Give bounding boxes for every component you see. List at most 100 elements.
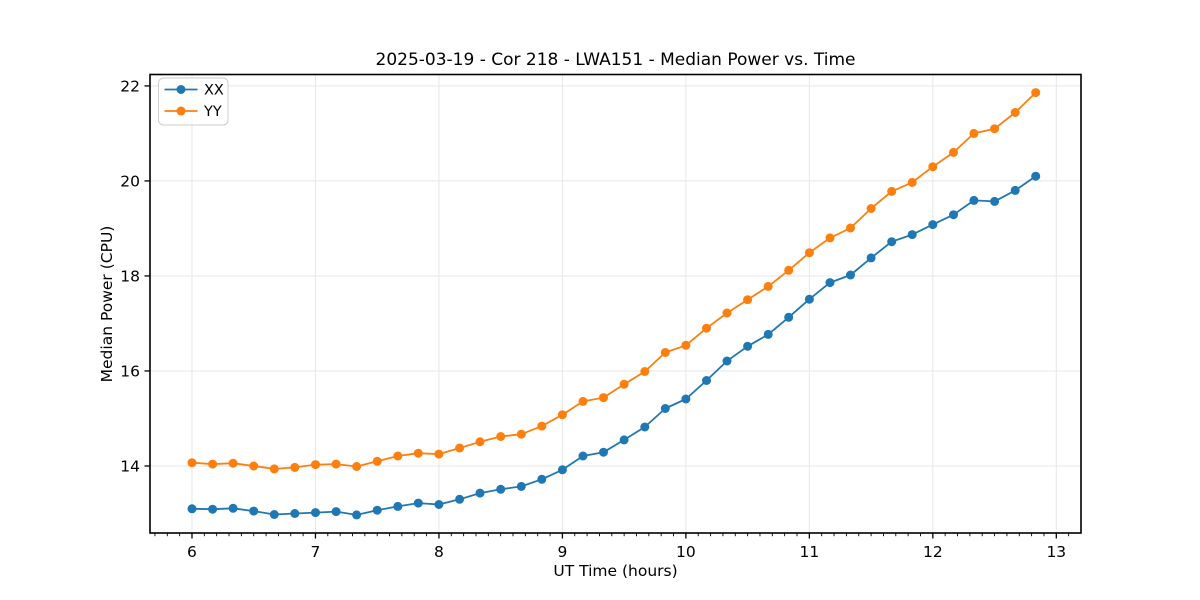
data-point-YY bbox=[825, 233, 835, 243]
data-point-XX bbox=[208, 504, 218, 514]
data-point-XX bbox=[763, 329, 773, 339]
data-point-XX bbox=[311, 508, 320, 518]
data-point-YY bbox=[763, 281, 773, 291]
data-point-XX bbox=[681, 394, 691, 404]
data-point-YY bbox=[496, 432, 506, 441]
x-tick-label: 6 bbox=[187, 543, 197, 561]
data-point-YY bbox=[702, 323, 711, 333]
y-axis-label: Median Power (CPU) bbox=[98, 226, 116, 383]
x-tick-label: 9 bbox=[557, 543, 567, 561]
data-point-XX bbox=[557, 465, 567, 475]
data-point-YY bbox=[969, 128, 979, 138]
data-point-YY bbox=[928, 162, 938, 172]
x-axis-label: UT Time (hours) bbox=[553, 562, 677, 580]
data-point-XX bbox=[413, 498, 423, 508]
grid-layer bbox=[150, 74, 1081, 533]
y-tick-label: 16 bbox=[120, 362, 140, 380]
data-point-YY bbox=[269, 464, 279, 474]
data-point-XX bbox=[784, 312, 794, 322]
data-point-YY bbox=[990, 124, 1000, 134]
x-tick-label: 8 bbox=[434, 543, 444, 561]
data-point-XX bbox=[660, 404, 670, 413]
data-point-YY bbox=[722, 308, 732, 318]
data-point-XX bbox=[496, 484, 506, 494]
x-tick-label: 13 bbox=[1046, 543, 1066, 561]
data-point-YY bbox=[475, 437, 485, 447]
data-point-YY bbox=[455, 443, 465, 453]
data-point-YY bbox=[640, 367, 650, 376]
x-tick-label: 7 bbox=[311, 543, 321, 561]
data-point-XX bbox=[537, 474, 547, 484]
data-point-XX bbox=[866, 253, 876, 263]
data-point-YY bbox=[311, 460, 320, 470]
data-point-XX bbox=[475, 488, 485, 498]
data-point-YY bbox=[290, 462, 300, 472]
data-point-XX bbox=[516, 481, 526, 491]
data-point-YY bbox=[208, 459, 218, 469]
data-point-XX bbox=[187, 504, 197, 514]
data-point-YY bbox=[846, 223, 855, 233]
data-point-YY bbox=[249, 461, 259, 471]
data-point-YY bbox=[516, 429, 526, 439]
x-tick-label: 11 bbox=[799, 543, 819, 561]
data-point-YY bbox=[660, 348, 670, 357]
data-point-YY bbox=[372, 456, 382, 466]
x-tick-label: 10 bbox=[676, 543, 696, 561]
data-point-YY bbox=[681, 340, 691, 350]
data-point-XX bbox=[949, 210, 958, 220]
data-point-YY bbox=[578, 396, 588, 406]
data-point-XX bbox=[1031, 171, 1041, 181]
data-point-XX bbox=[269, 510, 279, 519]
data-point-XX bbox=[722, 356, 732, 366]
data-point-YY bbox=[413, 448, 423, 458]
data-point-YY bbox=[619, 379, 629, 389]
data-point-YY bbox=[393, 451, 403, 461]
data-point-YY bbox=[187, 458, 197, 468]
y-tick-label: 14 bbox=[120, 458, 140, 476]
data-point-XX bbox=[804, 294, 814, 304]
y-tick-label: 20 bbox=[120, 172, 140, 190]
data-point-YY bbox=[804, 248, 814, 258]
data-point-XX bbox=[846, 270, 855, 280]
data-point-XX bbox=[249, 506, 259, 516]
data-point-YY bbox=[949, 147, 958, 157]
data-point-XX bbox=[990, 196, 1000, 206]
y-tick-label: 22 bbox=[120, 77, 140, 95]
legend-label-YY: YY bbox=[203, 104, 222, 120]
data-point-YY bbox=[907, 177, 917, 187]
data-point-XX bbox=[969, 195, 979, 205]
data-point-XX bbox=[393, 501, 403, 511]
data-point-YY bbox=[352, 462, 362, 471]
data-point-YY bbox=[1010, 108, 1020, 117]
data-point-YY bbox=[1031, 88, 1041, 98]
data-point-XX bbox=[599, 447, 608, 457]
legend-label-XX: XX bbox=[204, 83, 224, 99]
data-point-XX bbox=[702, 376, 711, 385]
data-point-XX bbox=[455, 494, 465, 504]
plot-frame bbox=[149, 73, 1082, 534]
data-point-YY bbox=[557, 410, 567, 420]
data-point-YY bbox=[228, 458, 238, 468]
data-point-YY bbox=[331, 459, 341, 469]
data-point-XX bbox=[825, 278, 835, 288]
data-point-YY bbox=[784, 265, 794, 275]
data-point-XX bbox=[640, 422, 650, 432]
data-point-XX bbox=[907, 230, 917, 240]
data-point-YY bbox=[866, 204, 876, 213]
data-point-XX bbox=[352, 510, 362, 520]
data-point-XX bbox=[1010, 185, 1020, 195]
x-tick-label: 12 bbox=[923, 543, 943, 561]
legend: XX YY bbox=[158, 77, 229, 126]
data-point-XX bbox=[290, 509, 300, 518]
data-point-XX bbox=[434, 500, 444, 509]
data-point-YY bbox=[599, 393, 608, 403]
legend-sample-marker-XX bbox=[176, 85, 186, 94]
data-point-XX bbox=[578, 451, 588, 461]
data-point-YY bbox=[434, 449, 444, 459]
data-point-XX bbox=[619, 435, 629, 445]
data-point-XX bbox=[743, 341, 753, 351]
axes-layer: 6 7 8 9 10 11 12 13 14 16 18 20 22 bbox=[120, 73, 1082, 561]
data-point-YY bbox=[887, 186, 897, 196]
